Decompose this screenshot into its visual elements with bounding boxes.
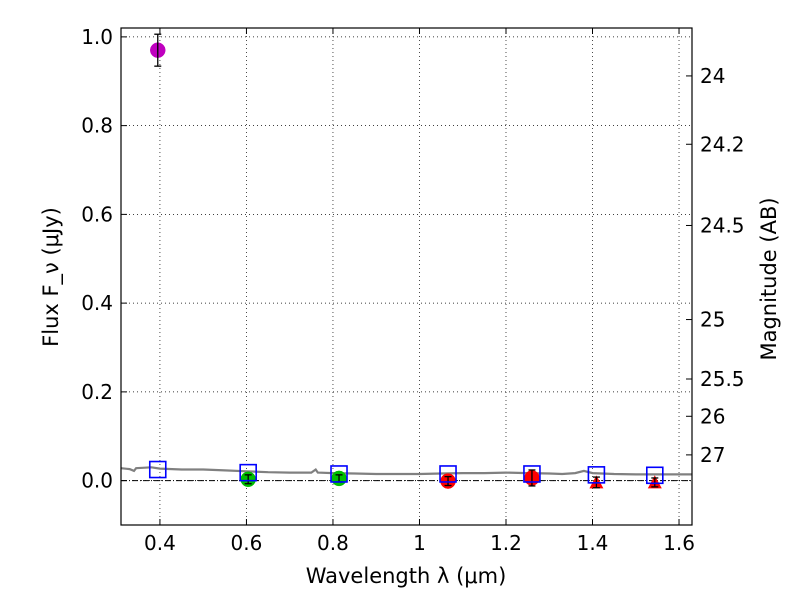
magnitude-axis-label: Magnitude (AB): [757, 197, 781, 360]
model-photometry-square: [587, 466, 606, 484]
data-points: [148, 33, 664, 489]
y-tick-label: 0.6: [81, 202, 113, 226]
y-tick-label: 0.2: [81, 380, 113, 404]
y-tick-label: 1.0: [81, 25, 113, 49]
magnitude-axis-ticks: 24 24.2 24.5 25 25.5 26 27: [686, 64, 745, 467]
grid: [121, 28, 692, 525]
model-photometry-square: [148, 460, 167, 479]
magnitude-tick-label: 25: [700, 308, 725, 332]
magnitude-tick-label: 27: [700, 443, 725, 467]
x-axis-ticks: 0.4 0.6 0.8 1 1.2 1.4 1.6: [144, 28, 695, 555]
model-photometry-square: [439, 465, 457, 483]
x-tick-label: 0.8: [317, 531, 349, 555]
x-axis-label: Wavelength λ (μm): [306, 564, 507, 588]
y-tick-label: 0.4: [81, 291, 113, 315]
model-spectrum: [120, 466, 692, 476]
y-tick-label: 0.0: [81, 469, 113, 493]
x-tick-label: 1.2: [490, 531, 522, 555]
y-axis-label: Flux F_ν (μJy): [39, 207, 64, 347]
model-photometry-square: [330, 465, 348, 483]
x-tick-label: 1.4: [577, 531, 609, 555]
plot-frame: [120, 27, 693, 526]
model-spectrum-line: [120, 466, 692, 476]
x-tick-label: 1.6: [663, 531, 695, 555]
y-axis-ticks: 0.0 0.2 0.4 0.6 0.8 1.0: [81, 25, 127, 493]
x-tick-label: 0.6: [231, 531, 263, 555]
model-photometry-square: [523, 465, 541, 483]
y-tick-label: 0.8: [81, 114, 113, 138]
x-tick-label: 1: [413, 531, 426, 555]
magnitude-tick-label: 24: [700, 64, 725, 88]
magnitude-tick-label: 24.2: [700, 132, 745, 156]
magnitude-tick-label: 26: [700, 404, 725, 428]
model-photometry-square: [239, 463, 257, 482]
magnitude-tick-label: 25.5: [700, 367, 745, 391]
model-photometry-square: [645, 466, 664, 485]
magnitude-tick-label: 24.5: [700, 213, 745, 237]
x-tick-label: 0.4: [144, 531, 176, 555]
